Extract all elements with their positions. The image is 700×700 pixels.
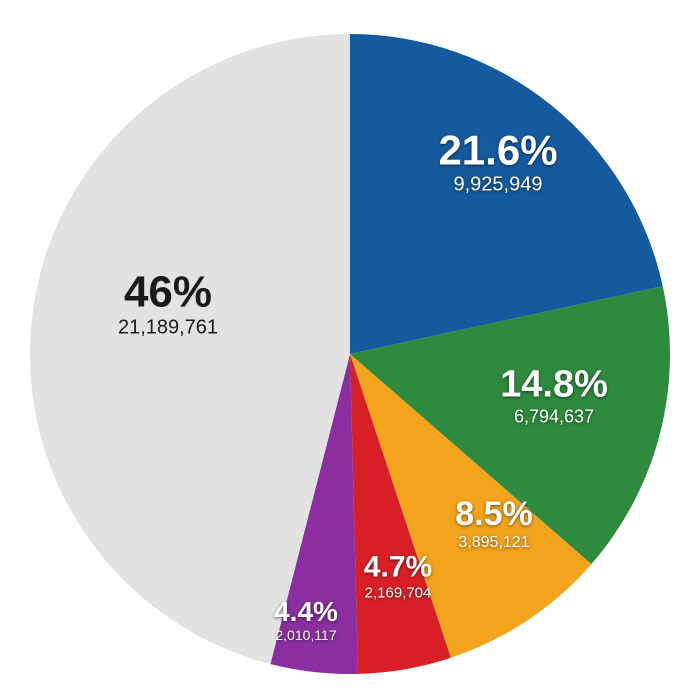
pie-chart: 21.6%9,925,94914.8%6,794,6378.5%3,895,12… bbox=[0, 0, 700, 700]
pie-chart-svg bbox=[0, 0, 700, 700]
